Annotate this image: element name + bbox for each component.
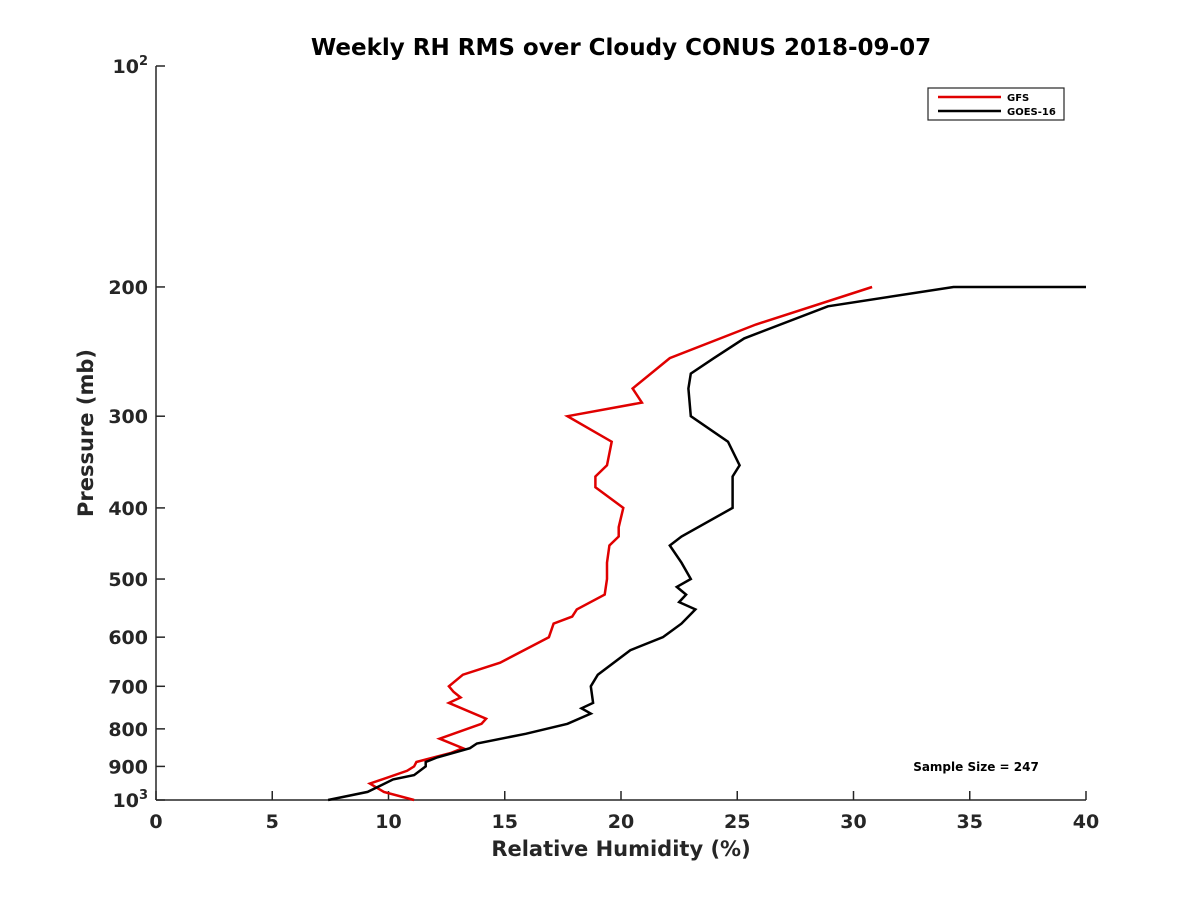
x-tick-label: 10 (375, 811, 401, 833)
y-tick-label: 103 (113, 788, 149, 812)
y-tick-exponent: 3 (139, 788, 148, 803)
y-tick-label: 700 (108, 676, 148, 698)
y-tick-base: 10 (113, 56, 139, 78)
y-tick-label: 600 (108, 627, 148, 649)
y-tick-label: 500 (108, 569, 148, 591)
x-tick-label: 35 (957, 811, 983, 833)
series-lines (327, 285, 1086, 802)
legend-box (927, 87, 1065, 121)
series-line-goes-16 (327, 285, 1086, 802)
x-axis-title: Relative Humidity (%) (491, 837, 750, 861)
y-tick-label: 800 (108, 719, 148, 741)
sample-size-annotation: Sample Size = 247 (913, 760, 1039, 774)
x-tick-label: 0 (149, 811, 162, 833)
y-tick-label: 102 (113, 54, 149, 78)
x-tick-label: 25 (724, 811, 750, 833)
y-tick-label: 900 (108, 756, 148, 778)
x-tick-label: 5 (266, 811, 279, 833)
x-tick-label: 40 (1073, 811, 1099, 833)
legend: GFS GOES-16 (927, 87, 1065, 121)
x-ticks: 0 5 10 15 20 25 30 35 40 (149, 791, 1099, 833)
x-tick-label: 20 (608, 811, 634, 833)
y-tick-label: 200 (108, 277, 148, 299)
y-tick-label: 300 (108, 406, 148, 428)
x-tick-label: 30 (840, 811, 866, 833)
y-tick-base: 10 (113, 790, 139, 812)
y-tick-label: 400 (108, 498, 148, 520)
x-tick-label: 15 (492, 811, 518, 833)
chart-title: Weekly RH RMS over Cloudy CONUS 2018-09-… (311, 35, 931, 61)
y-tick-exponent: 2 (139, 54, 148, 69)
y-axis-title: Pressure (mb) (74, 349, 98, 517)
legend-label: GFS (1007, 93, 1029, 104)
legend-label: GOES-16 (1007, 107, 1056, 118)
